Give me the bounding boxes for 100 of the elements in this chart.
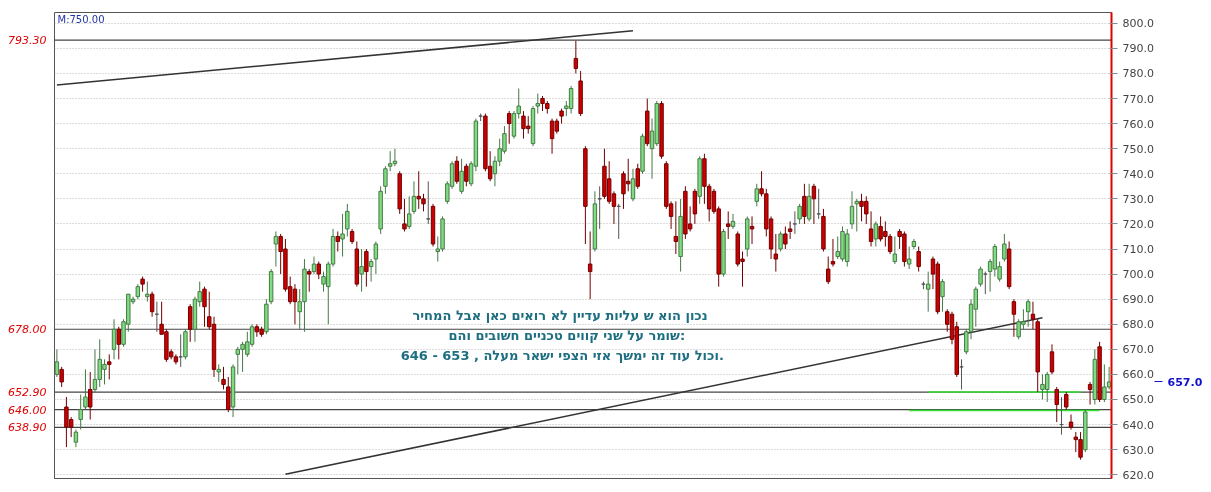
ref-line-label: 793.30 <box>8 34 47 48</box>
candlestick <box>387 150 393 172</box>
candlestick <box>383 165 388 195</box>
candlestick <box>673 200 679 255</box>
candlestick <box>730 213 736 230</box>
candlestick <box>88 371 93 421</box>
candlestick <box>254 323 260 338</box>
candlestick <box>635 163 640 190</box>
candlestick <box>345 203 350 237</box>
candlestick <box>940 278 945 313</box>
candlestick <box>1087 381 1093 406</box>
candlestick <box>373 240 379 275</box>
y-tick-label: 740.0 <box>1122 167 1154 181</box>
candlestick <box>978 266 983 288</box>
y-tick-label: 650.0 <box>1122 393 1154 407</box>
candlestick <box>849 190 855 230</box>
y-tick-label: 630.0 <box>1122 443 1154 457</box>
y-tick-label: 720.0 <box>1122 217 1154 231</box>
candlestick <box>454 155 460 185</box>
candlestick <box>587 230 593 300</box>
candlestick <box>1068 414 1074 431</box>
y-tick-label: 750.0 <box>1122 142 1154 156</box>
candlestick <box>506 110 512 145</box>
candlestick <box>202 286 207 328</box>
candlestick <box>783 225 788 250</box>
y-tick-label: 730.0 <box>1122 192 1154 206</box>
candlestick <box>402 198 407 232</box>
candlestick <box>407 195 412 230</box>
y-tick-label: 700.0 <box>1122 268 1154 282</box>
candlestick <box>187 303 193 343</box>
candlestick <box>873 220 879 247</box>
candlestick <box>292 283 298 325</box>
candlestick <box>1011 298 1017 338</box>
candlestick <box>226 376 231 413</box>
candlestick <box>630 168 636 202</box>
y-tick-label: 640.0 <box>1122 418 1154 432</box>
candlestick <box>54 348 60 378</box>
candlestick <box>925 271 931 313</box>
y-tick-label: 660.0 <box>1122 368 1154 382</box>
candlestick <box>235 346 241 375</box>
candlestick <box>802 183 807 225</box>
y-tick-label: 670.0 <box>1122 343 1154 357</box>
candlestick <box>92 348 98 393</box>
candlestick <box>916 246 921 273</box>
candlestick <box>892 235 898 265</box>
candlestick <box>797 203 802 225</box>
candlestick <box>1102 363 1107 403</box>
y-tick-label: 710.0 <box>1122 243 1154 257</box>
annotation: נכון הוא ש עליות עדיין לא רואים כאן אבל המחיר שומר על שני קווים טכניים חשובים והם: 646 - 653 , וכול עוד זה ימשך אזי הצפי ישאר מעלה. <box>400 307 724 364</box>
candlestick <box>749 215 755 245</box>
candlestick <box>145 281 150 303</box>
candlestick <box>116 326 121 360</box>
y-tick-label: 690.0 <box>1122 293 1154 307</box>
candlestick <box>83 368 88 411</box>
candlestick <box>754 183 759 207</box>
candlestick <box>221 366 226 390</box>
candlestick <box>335 230 341 253</box>
candlestick <box>78 393 83 431</box>
candlestick <box>573 40 579 74</box>
candlestick <box>107 353 112 380</box>
text: 657.0 <box>1167 375 1203 389</box>
candlestick <box>359 248 364 293</box>
ref-line-label: 638.90 <box>8 421 47 435</box>
candlestick <box>1049 343 1055 375</box>
candlestick <box>792 210 798 235</box>
candlestick <box>1002 233 1007 263</box>
candlestick <box>778 230 783 253</box>
ref-line-label: 678.00 <box>8 323 47 337</box>
annotation: M:750.00 <box>57 13 105 25</box>
y-tick-label: 760.0 <box>1122 117 1154 131</box>
candlestick <box>1054 386 1059 423</box>
candlestick <box>887 233 893 255</box>
candlestick <box>111 318 117 360</box>
candlestick <box>411 180 417 215</box>
candlestick <box>535 93 540 115</box>
y-tick-label: 800.0 <box>1122 17 1154 31</box>
candlestick <box>464 163 469 187</box>
ref-line-label: 646.00 <box>8 403 47 417</box>
candlestick <box>568 85 574 115</box>
candlestick <box>340 213 345 258</box>
candlestick <box>825 256 831 285</box>
candlestick <box>307 268 312 293</box>
y-tick-label: 620.0 <box>1122 468 1154 482</box>
candlestick <box>906 246 912 270</box>
ref-line-label: 652.90 <box>8 386 47 400</box>
candlestick <box>1025 298 1031 328</box>
candlestick <box>726 210 731 240</box>
candlestick <box>364 248 369 288</box>
candlestick <box>806 183 812 222</box>
y-tick-label: 770.0 <box>1122 92 1154 106</box>
candlestick <box>549 118 555 155</box>
y-tick-label: 780.0 <box>1122 67 1154 81</box>
candlestick <box>368 258 374 283</box>
candlestick <box>273 230 279 268</box>
candlestick <box>459 158 464 195</box>
candlestick <box>692 188 698 225</box>
candlestick <box>830 238 836 268</box>
candlestick <box>59 366 64 388</box>
y-tick-label: 790.0 <box>1122 42 1154 56</box>
y-tick-label: 680.0 <box>1122 318 1154 332</box>
